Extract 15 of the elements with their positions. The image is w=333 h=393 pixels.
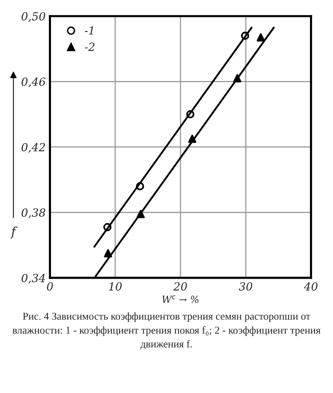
legend-label: -2 <box>84 42 94 51</box>
x-tick-label: 20 <box>173 282 187 291</box>
y-tick-label: 0,38 <box>22 208 46 218</box>
x-axis-title: W$^{c}$ → % <box>162 295 198 304</box>
y-tick-label: 0,50 <box>22 12 46 22</box>
legend-label: -1 <box>84 26 94 35</box>
y-tick-label: 0,42 <box>22 142 45 153</box>
text: Рис. 4 Зависимость коэффициентов трения семян расторопши от влажности: 1 - коэффициент трения покоя f₀; 2 - коэффициент трения движения f. <box>12 312 320 350</box>
x-tick-label: 30 <box>238 282 252 291</box>
x-tick-label: 10 <box>108 282 122 291</box>
y-axis-title: f <box>10 226 18 239</box>
y-tick-label: 0,46 <box>22 78 46 88</box>
x-tick-label: 0 <box>46 282 53 291</box>
x-tick-label: 40 <box>304 282 318 291</box>
y-tick-label: 0,34 <box>22 274 45 284</box>
